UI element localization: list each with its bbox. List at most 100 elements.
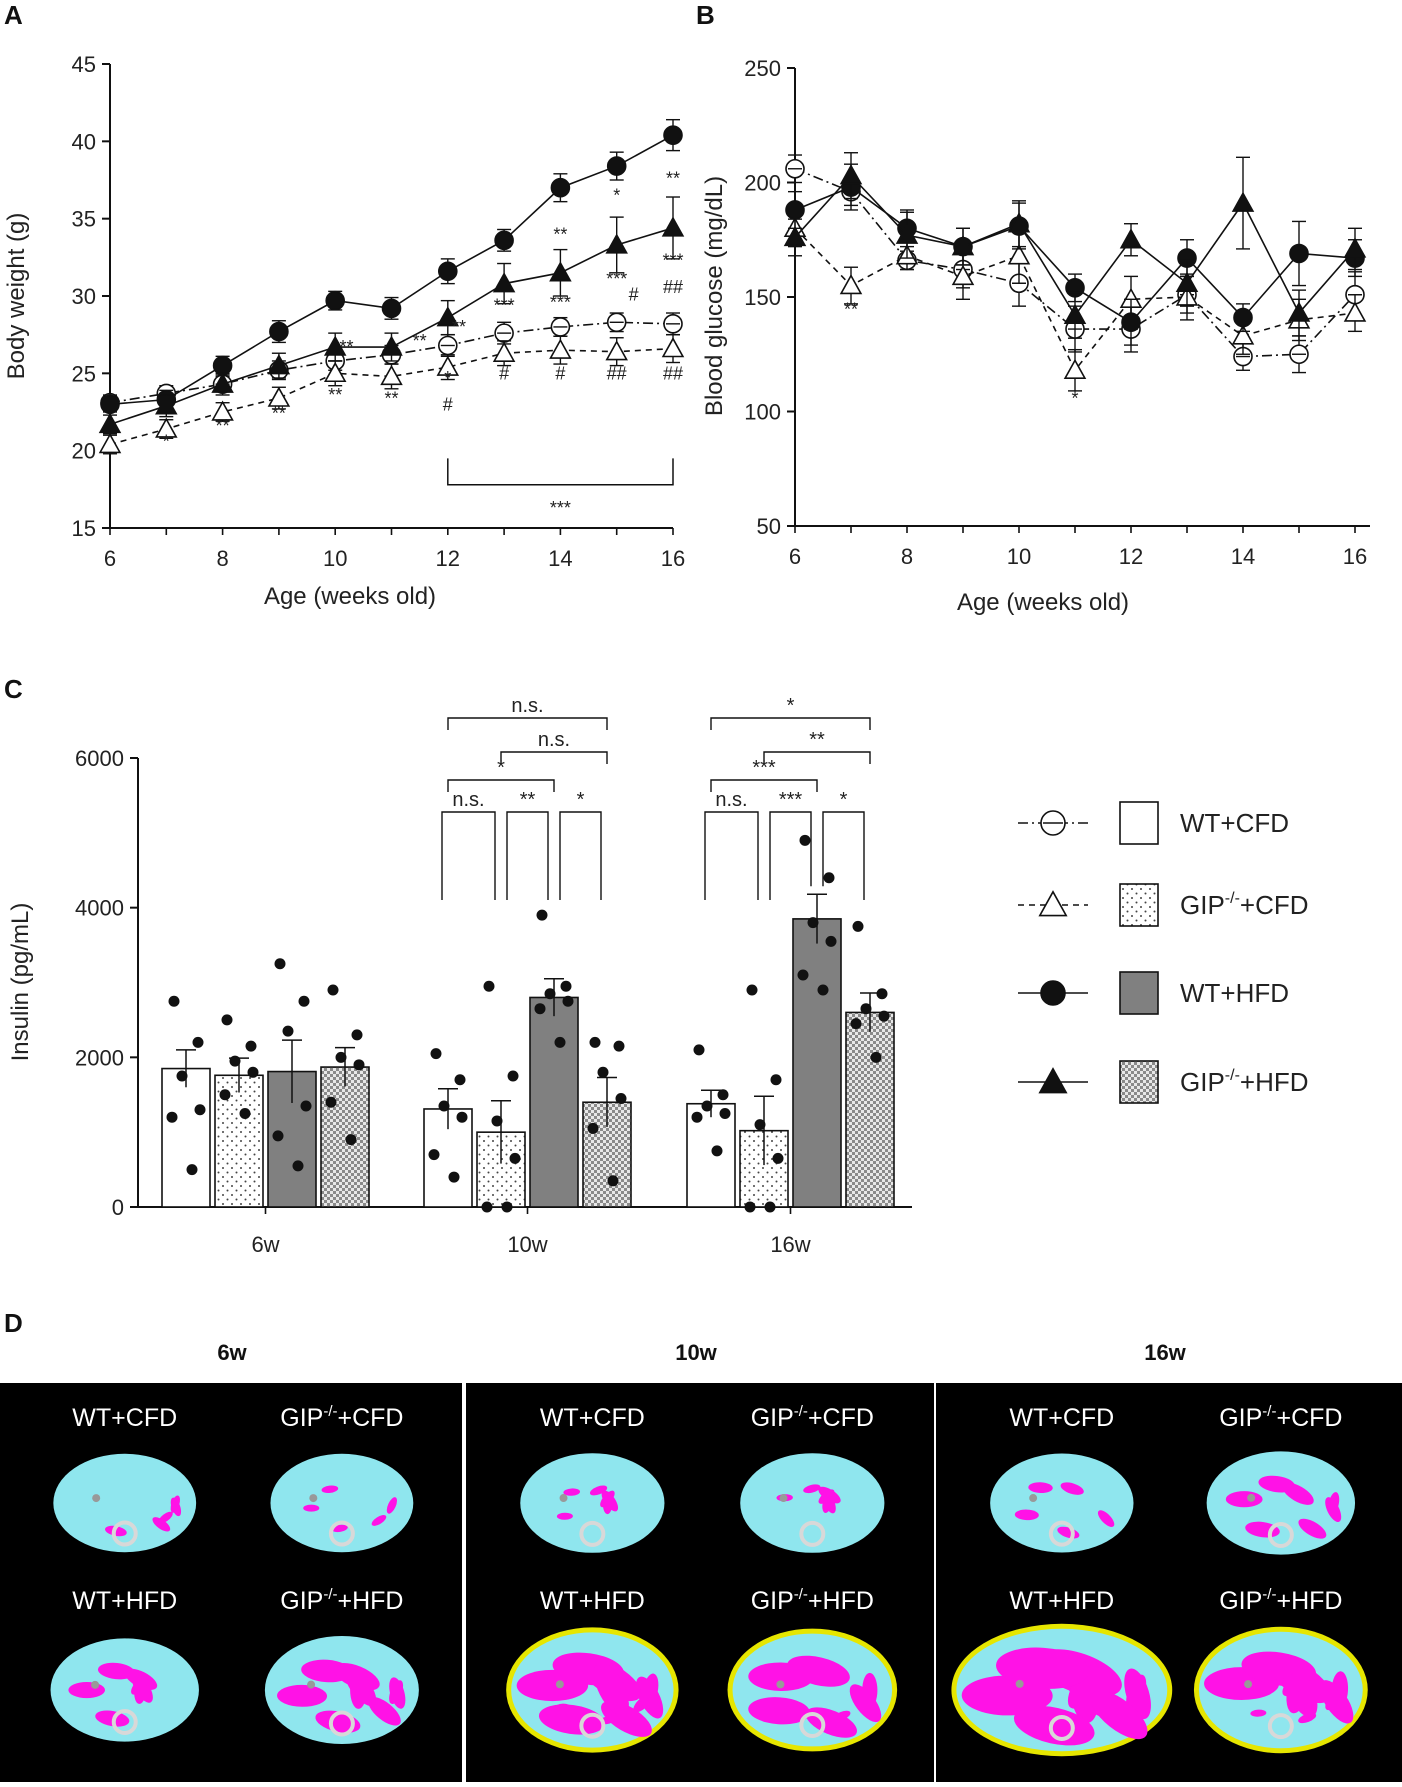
scan-label: WT+HFD [1009, 1587, 1114, 1615]
data-point [876, 988, 888, 1000]
data-point [807, 917, 819, 929]
legend-label-suffix: +CFD [1240, 890, 1309, 920]
data-point [744, 1201, 756, 1213]
data-point [661, 216, 685, 237]
data-point [605, 340, 628, 361]
body-section [50, 1638, 199, 1742]
data-point [1287, 301, 1311, 322]
data-point [554, 1036, 566, 1048]
x-tick-label: 6w [251, 1232, 279, 1257]
x-tick-label: 16w [770, 1232, 810, 1257]
data-point [438, 1100, 450, 1112]
spine [111, 1708, 138, 1735]
comparison-bracket [441, 811, 496, 900]
visceral-fat [538, 1704, 605, 1735]
data-point [501, 1201, 513, 1213]
data-point [168, 995, 180, 1007]
visceral-fat [371, 1515, 387, 1526]
data-point [1231, 191, 1255, 212]
scan-label-suffix: +HFD [338, 1587, 404, 1615]
data-point [436, 355, 460, 376]
data-point [456, 1111, 468, 1123]
data-point [436, 306, 460, 327]
data-point [817, 984, 829, 996]
data-point [772, 1152, 784, 1164]
data-point [823, 872, 835, 884]
data-point [536, 909, 548, 921]
data-point [448, 1171, 460, 1183]
spine [1048, 1714, 1075, 1741]
scan-label: WT+CFD [1009, 1404, 1114, 1432]
data-point [839, 274, 863, 295]
data-point [381, 298, 402, 319]
comparison-bracket [506, 811, 549, 900]
data-point [1121, 312, 1141, 332]
scan-label-sup: -/- [323, 1403, 337, 1420]
legend-swatch [1119, 1060, 1159, 1104]
visceral-fat [131, 1675, 150, 1695]
data-point [430, 1048, 442, 1060]
significance-label: * [163, 432, 170, 452]
y-tick-label: 200 [744, 171, 781, 196]
significance-label: ** [413, 331, 427, 351]
comparison-label: * [840, 789, 848, 811]
visceral-fat [386, 1497, 398, 1514]
scan-label-sup: -/- [323, 1586, 337, 1603]
data-point [267, 354, 291, 375]
y-tick-label: 35 [72, 207, 96, 232]
data-point [1007, 244, 1031, 265]
data-point [211, 372, 234, 393]
data-point [212, 355, 233, 376]
bar [161, 1067, 211, 1208]
legend-label-name: WT+HFD [1180, 978, 1289, 1008]
scan-label-suffix: +HFD [1276, 1587, 1342, 1615]
y-tick-label: 0 [112, 1195, 124, 1220]
data-point [245, 1040, 257, 1052]
data-point [323, 361, 347, 383]
legend-marker [1038, 1067, 1068, 1094]
data-point [325, 1096, 337, 1108]
data-point [860, 1003, 872, 1015]
data-point [587, 1122, 599, 1134]
x-tick-label: 6 [104, 546, 116, 571]
y-axis-label: Blood glucose (mg/dL) [701, 176, 728, 416]
significance-label: * [1071, 389, 1078, 409]
data-point [606, 156, 627, 176]
spine [328, 1710, 355, 1737]
data-point [951, 264, 975, 286]
data-point [1175, 271, 1199, 292]
spine [799, 1711, 826, 1738]
data-point [1063, 303, 1087, 325]
significance-label: # [499, 364, 509, 384]
body-section [990, 1453, 1134, 1553]
gut-gas [1029, 1494, 1038, 1503]
data-point [711, 1145, 723, 1157]
significance-label: * [444, 368, 451, 388]
panel-label-b: B [696, 0, 715, 30]
significance-label: *** [662, 251, 683, 271]
comparison-label: n.s. [715, 789, 747, 811]
data-point [534, 1003, 546, 1015]
data-point [825, 935, 837, 947]
y-tick-label: 30 [72, 284, 96, 309]
data-point [194, 1104, 206, 1116]
visceral-fat [1060, 1482, 1084, 1495]
data-point [221, 1014, 233, 1026]
scan-label: WT+HFD [72, 1587, 177, 1615]
data-point [267, 386, 291, 407]
data-point [549, 338, 572, 359]
legend-label-sup: -/- [1225, 890, 1240, 907]
data-point [895, 223, 919, 244]
significance-label: *** [606, 269, 627, 289]
legend-item: GIP-/-+HFD [1018, 1060, 1309, 1104]
y-tick-label: 2000 [75, 1045, 124, 1070]
data-point [878, 1010, 890, 1022]
data-point [754, 1119, 766, 1131]
data-point [850, 1018, 862, 1030]
visceral-fat [1298, 1712, 1317, 1724]
scan-label-sup: -/- [794, 1403, 808, 1420]
body-section [740, 1453, 885, 1553]
spine [799, 1520, 826, 1547]
